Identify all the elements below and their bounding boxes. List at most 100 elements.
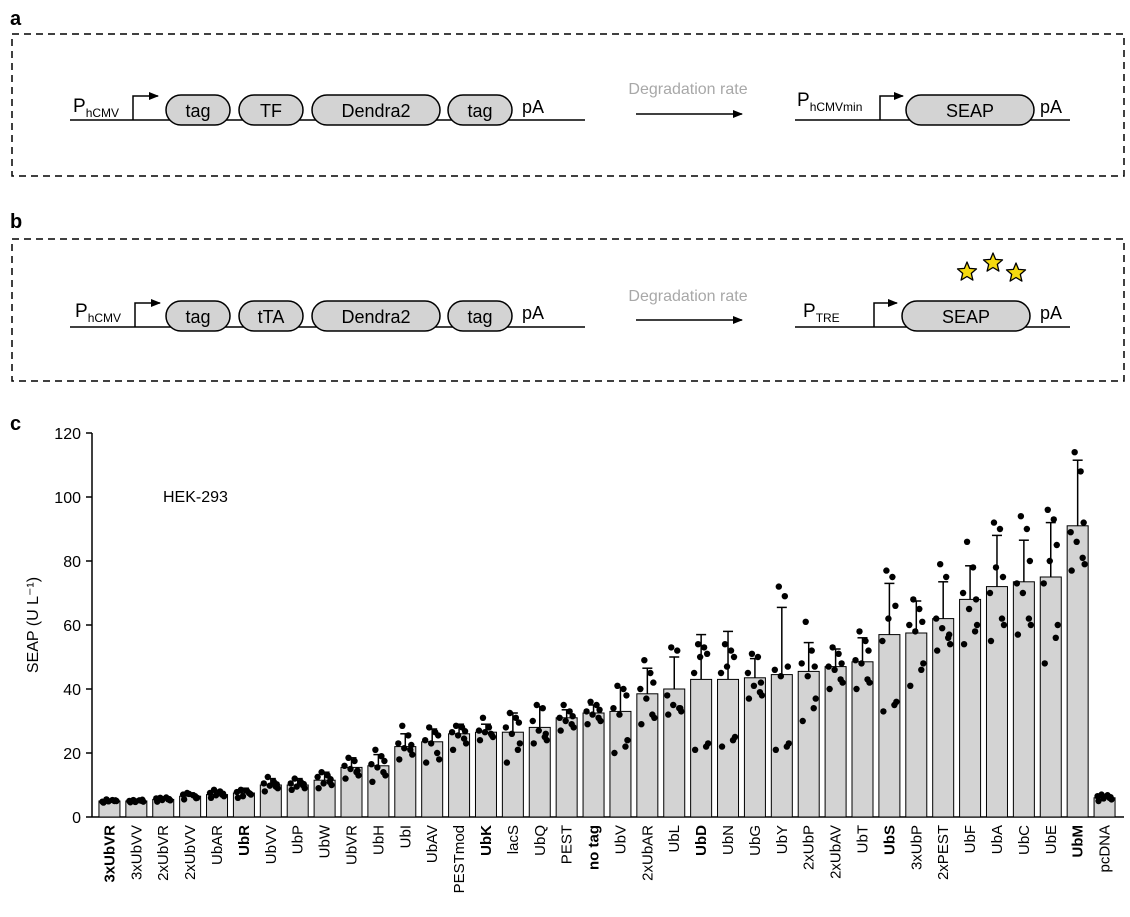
pa2-label: pA [1040,97,1062,117]
data-point [502,724,510,731]
data-point [700,644,708,651]
x-tick-label: UbC [1016,825,1033,855]
data-point [454,732,462,739]
star-icon [982,252,1004,272]
x-tick-label: pcDNA [1097,825,1114,873]
panel-a-frame [11,33,1125,177]
data-point [560,701,567,709]
x-tick-label: PESTmod [451,825,468,893]
data-point [831,666,838,673]
data-point [665,711,672,718]
data-point [180,796,188,803]
data-point [314,773,321,781]
x-tick-label: UbG [747,825,764,856]
data-point [395,740,402,747]
x-tick-label: UbE [1043,825,1060,854]
x-tick-label: 3xUbVV [128,825,145,880]
data-point [481,729,489,736]
data-point [1052,634,1059,641]
data-point [105,798,112,805]
data-point [475,727,483,734]
data-point [347,765,354,773]
data-point [533,701,540,709]
data-point [1054,621,1061,629]
star-icon [956,261,978,281]
data-point [748,650,756,657]
pa2-label: pA [1040,303,1062,323]
x-tick-label: 3xUbP [908,825,925,870]
panel-b-frame [11,238,1125,382]
data-point [461,728,469,735]
data-point [530,740,537,747]
data-point [1073,538,1080,545]
data-point [906,621,913,629]
data-point [750,682,758,689]
data-point [315,785,322,792]
data-point [622,743,629,750]
data-point [664,692,671,699]
data-point [266,782,274,789]
data-point [512,714,520,721]
x-tick-label: UbAV [424,825,441,863]
data-point [342,775,349,782]
data-point [1068,567,1075,574]
data-point [990,519,998,526]
data-point [1100,795,1107,802]
x-tick-label: 2xUbVR [155,825,172,881]
y-tick-label: 60 [63,618,81,635]
data-point [784,663,792,670]
data-point [287,780,294,787]
data-point [597,717,604,725]
data-point [723,663,731,670]
data-point [611,749,618,757]
x-tick-label: UbY [774,825,791,854]
data-point [535,727,542,734]
panel-b: b PhCMV tag tTA Dendra2 tag pA Degradati… [10,211,1125,382]
x-tick-label: lacS [505,825,522,854]
data-point [1094,793,1101,800]
panel-c-letter: c [10,413,21,435]
data-point [965,605,973,613]
data-point [996,525,1004,533]
data-point [945,631,953,638]
data-point [785,740,793,747]
tag-left-part [165,300,231,332]
data-point [614,682,621,689]
signal-stars [956,252,1027,282]
pa-label: pA [522,97,544,117]
data-point [804,673,811,680]
x-tick-label: UbAR [209,825,226,865]
data-point [234,794,242,801]
x-tick-label: 3xUbVR [101,825,118,883]
y-tick-label: 100 [54,490,81,507]
data-point [1071,449,1078,456]
dendra-label: Dendra2 [341,307,410,327]
data-point [810,705,817,712]
promoter-label: PhCMV [73,96,119,120]
data-point [853,685,860,693]
data-point [858,660,865,667]
data-point [570,724,577,731]
tag-right-part [447,300,513,332]
data-point [1050,516,1057,523]
data-point [798,660,805,667]
data-point [318,769,325,776]
data-point [972,596,980,603]
degradation-label: Degradation rate [628,81,747,98]
data-point [1044,506,1051,513]
promoter2-label: PTRE [803,301,840,325]
data-point [1023,525,1031,533]
data-point [703,650,711,657]
data-point [907,682,914,689]
data-point [566,708,573,715]
x-tick-label: UbD [693,825,710,856]
x-tick-label: UbV [612,825,629,854]
data-point [620,685,627,693]
data-point [427,740,435,747]
y-tick-label: 0 [72,810,81,827]
panel-b-letter: b [10,211,22,233]
data-point [132,798,139,806]
tf-part [238,94,304,126]
data-point [584,721,591,728]
